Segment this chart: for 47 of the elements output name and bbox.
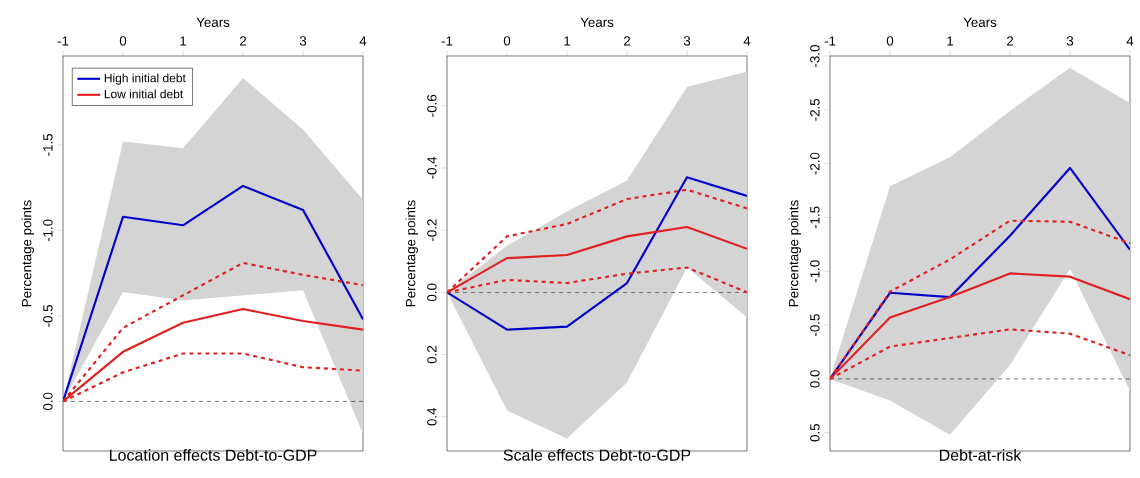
text: Debt-at-risk	[939, 449, 1022, 461]
text: Scale effects Debt-to-GDP	[503, 449, 691, 461]
y-tick-label: 0.2	[427, 345, 437, 364]
y-tick-label: -0.6	[427, 94, 437, 117]
y-tick-label: 0.0	[43, 392, 53, 411]
x-tick-label: 2	[1006, 36, 1014, 46]
x-tick-label: 4	[743, 36, 751, 46]
y-tick-label: -1.5	[810, 206, 820, 229]
x-tick-label: 4	[359, 36, 367, 46]
x-tick-label: 4	[1126, 36, 1134, 46]
x-axis-title: Years	[196, 17, 230, 27]
x-tick-label: 1	[180, 36, 187, 46]
x-tick-label: 0	[886, 36, 894, 46]
x-tick-label: 0	[503, 36, 511, 46]
x-tick-label: 3	[299, 36, 307, 46]
x-tick-label: 0	[119, 36, 127, 46]
x-tick-label: 3	[1066, 36, 1074, 46]
x-tick-label: 1	[564, 36, 571, 46]
y-tick-label: -2.0	[810, 152, 820, 175]
x-tick-label: 2	[239, 36, 247, 46]
x-axis-title: Years	[963, 17, 997, 27]
legend-label: Low initial debt	[104, 89, 184, 99]
y-tick-label: -2.5	[810, 98, 820, 121]
y-tick-label: 0.0	[427, 283, 437, 302]
x-tick-label: -1	[824, 36, 836, 46]
y-axis-title: Percentage points	[405, 200, 418, 307]
y-tick-label: -0.5	[43, 304, 53, 327]
y-tick-label: -1.5	[43, 133, 53, 156]
x-tick-label: -1	[57, 36, 69, 46]
x-tick-label: -1	[441, 36, 453, 46]
y-axis-title: Percentage points	[21, 200, 35, 307]
x-tick-label: 3	[683, 36, 691, 46]
x-tick-label: 2	[623, 36, 631, 46]
y-tick-label: -0.5	[810, 314, 820, 336]
x-axis-title: Years	[580, 17, 614, 27]
y-tick-label: -0.4	[427, 156, 437, 179]
text: Location effects Debt-to-GDP	[109, 449, 317, 461]
y-axis-title: Percentage points	[788, 200, 801, 307]
legend-label: High initial debt	[104, 73, 186, 85]
y-tick-label: -1.0	[43, 219, 53, 242]
y-tick-label: -1.0	[810, 260, 820, 283]
y-tick-label: -3.0	[810, 45, 820, 67]
y-tick-label: 0.0	[810, 370, 820, 388]
y-tick-label: 0.5	[810, 423, 820, 442]
y-tick-label: -0.2	[427, 219, 437, 242]
x-tick-label: 1	[947, 36, 954, 46]
y-tick-label: 0.4	[427, 407, 437, 426]
